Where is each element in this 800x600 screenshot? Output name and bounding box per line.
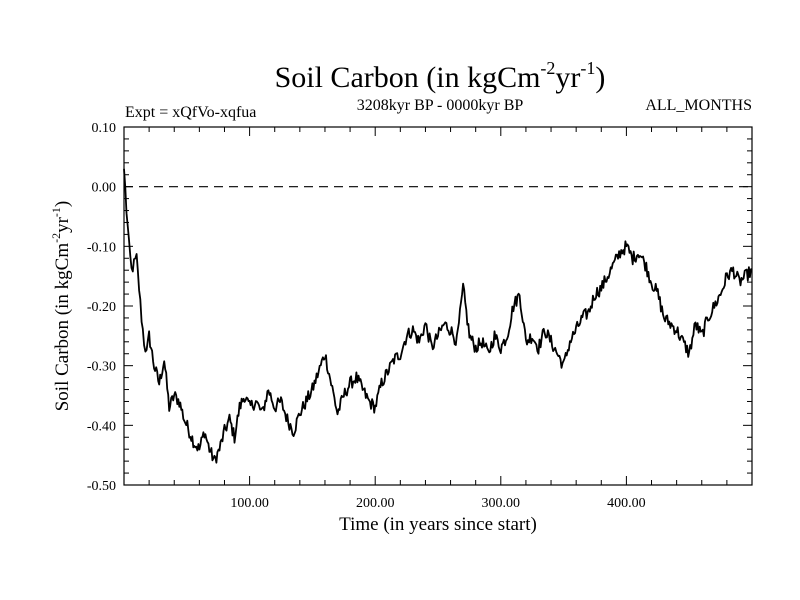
x-tick-label: 100.00: [230, 496, 269, 511]
x-tick-labels: 100.00 200.00 300.00 400.00: [230, 496, 645, 511]
y-tick-labels: 0.10 0.00 -0.10 -0.20 -0.30 -0.40 -0.50: [87, 121, 116, 494]
y-tick-label: -0.40: [87, 419, 116, 434]
y-tick-label: -0.30: [87, 360, 116, 375]
soil-carbon-series-line: [123, 168, 753, 464]
months-label: ALL_MONTHS: [645, 97, 752, 114]
x-tick-label: 400.00: [607, 496, 646, 511]
axis-ticks: [123, 126, 753, 486]
chart-title: Soil Carbon (in kgCm-2yr-1): [275, 58, 606, 94]
y-axis-title: Soil Carbon (in kgCm-2yr-1): [49, 201, 73, 412]
y-tick-label: 0.10: [92, 121, 117, 136]
plot-frame: [123, 126, 753, 486]
x-tick-label: 200.00: [356, 496, 395, 511]
x-tick-label: 300.00: [482, 496, 521, 511]
y-tick-label: -0.20: [87, 300, 116, 315]
y-tick-label: 0.00: [92, 181, 117, 196]
period-label: 3208kyr BP - 0000kyr BP: [357, 97, 524, 114]
expt-label: Expt = xQfVo-xqfua: [125, 104, 256, 121]
x-axis-title: Time (in years since start): [339, 514, 537, 535]
y-tick-label: -0.10: [87, 240, 116, 255]
y-tick-label: -0.50: [87, 479, 116, 494]
